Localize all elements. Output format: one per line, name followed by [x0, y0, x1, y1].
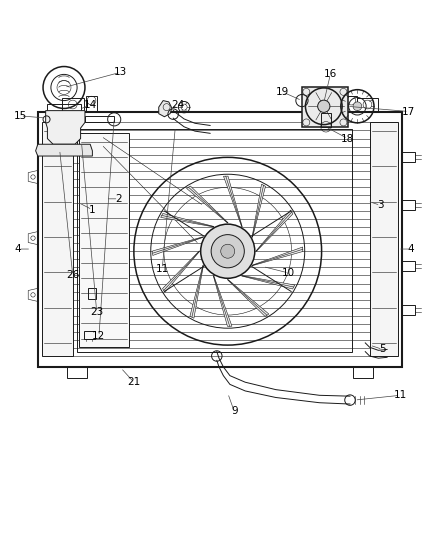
Bar: [403, 200, 416, 210]
Polygon shape: [302, 87, 348, 127]
Text: 3: 3: [377, 200, 384, 211]
Text: 4: 4: [408, 244, 414, 254]
Bar: [403, 305, 416, 314]
Text: 14: 14: [84, 100, 97, 110]
Bar: [321, 113, 331, 127]
Polygon shape: [242, 276, 295, 289]
Polygon shape: [256, 210, 293, 252]
Text: 11: 11: [394, 390, 407, 400]
Bar: [79, 133, 130, 348]
Text: 13: 13: [114, 67, 127, 77]
Polygon shape: [152, 237, 203, 255]
Polygon shape: [159, 101, 172, 117]
Polygon shape: [162, 251, 199, 293]
Bar: [86, 96, 97, 111]
Circle shape: [353, 102, 362, 111]
Bar: [403, 261, 416, 271]
Bar: [47, 103, 81, 111]
Bar: [370, 123, 398, 356]
Circle shape: [221, 244, 235, 258]
Polygon shape: [252, 247, 303, 266]
Polygon shape: [190, 265, 203, 318]
Text: 23: 23: [90, 308, 103, 317]
Bar: [42, 123, 73, 356]
Bar: [346, 96, 357, 111]
Polygon shape: [35, 144, 92, 156]
Bar: [357, 98, 378, 111]
Polygon shape: [187, 186, 228, 223]
Text: 4: 4: [15, 244, 21, 254]
Bar: [67, 367, 87, 378]
Text: 21: 21: [127, 377, 141, 387]
Text: 19: 19: [276, 87, 289, 97]
Polygon shape: [227, 280, 269, 317]
Bar: [88, 288, 96, 299]
Text: 17: 17: [402, 107, 416, 117]
Polygon shape: [252, 184, 265, 237]
Text: 9: 9: [231, 407, 237, 416]
Bar: [353, 367, 373, 378]
Text: 18: 18: [341, 134, 354, 143]
Text: 11: 11: [155, 264, 169, 273]
Bar: [403, 152, 416, 161]
Polygon shape: [161, 213, 214, 227]
Circle shape: [211, 235, 244, 268]
Text: 5: 5: [379, 344, 386, 354]
Circle shape: [318, 100, 330, 112]
Text: 26: 26: [66, 270, 79, 280]
Bar: [84, 330, 95, 338]
Text: 24: 24: [171, 100, 184, 110]
Polygon shape: [223, 176, 242, 227]
Text: 10: 10: [283, 268, 295, 278]
Polygon shape: [46, 111, 85, 144]
Polygon shape: [213, 276, 232, 326]
Text: 1: 1: [89, 205, 95, 215]
Bar: [38, 111, 403, 367]
Circle shape: [201, 224, 255, 278]
Bar: [62, 98, 84, 111]
Text: 15: 15: [14, 111, 27, 121]
Text: 12: 12: [92, 332, 106, 341]
Text: 16: 16: [324, 69, 337, 79]
Text: 2: 2: [115, 194, 122, 204]
Bar: [77, 129, 352, 352]
